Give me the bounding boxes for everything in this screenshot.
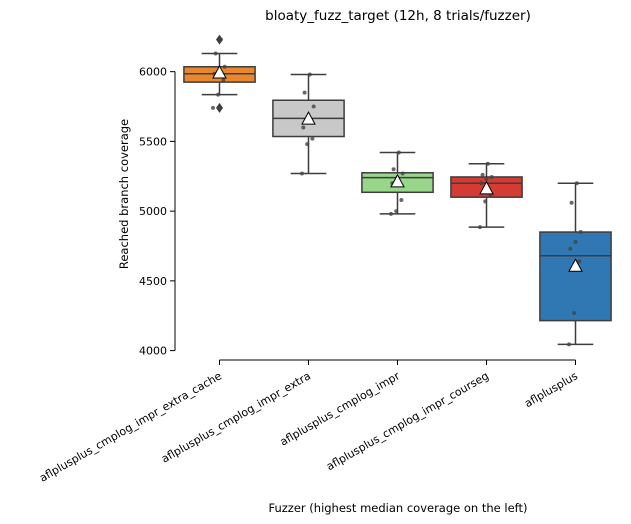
chart-title: bloaty_fuzz_target (12h, 8 trials/fuzzer… (265, 8, 531, 24)
iqr-box (539, 231, 612, 322)
y-axis: 4000 4500 5000 5500 6000 (139, 66, 176, 358)
trial-point (213, 51, 218, 56)
x-tick-label: aflplusplus_cmplog_impr_extra (159, 369, 313, 465)
trial-point (399, 197, 404, 202)
trial-point (485, 161, 490, 166)
trial-point (568, 246, 573, 251)
box-group (272, 72, 345, 176)
trial-point (396, 150, 401, 155)
box-group (183, 34, 256, 113)
trial-point (479, 181, 484, 186)
trial-point (483, 199, 488, 204)
x-axis: aflplusplus_cmplog_impr_extra_cacheaflpl… (37, 359, 580, 485)
trial-point (578, 230, 583, 235)
box-group (450, 161, 523, 230)
trial-point (567, 342, 571, 347)
x-axis-label: Fuzzer (highest median coverage on the l… (268, 501, 527, 515)
x-tick-label: aflplusplus (522, 369, 580, 410)
trial-point (478, 225, 482, 230)
y-tick-label: 6000 (139, 66, 167, 79)
trial-point (222, 64, 227, 69)
trial-point (300, 171, 304, 176)
x-tick-label: aflplusplus_cmplog_impr_extra_cache (37, 369, 224, 484)
trial-point (480, 172, 485, 177)
trial-point (389, 211, 393, 216)
outlier-marker (216, 102, 223, 113)
trial-point (484, 177, 489, 182)
trial-point (218, 37, 223, 42)
x-tick-label: aflplusplus_cmplog_impr_courseg (324, 369, 491, 473)
y-tick-label: 5500 (139, 135, 167, 148)
trial-point (301, 125, 306, 130)
trial-point (211, 105, 215, 110)
trial-point (488, 193, 493, 198)
y-tick-label: 4500 (139, 275, 167, 288)
trial-point (394, 209, 399, 214)
y-tick-label: 4000 (139, 345, 167, 358)
mean-marker (479, 180, 494, 195)
mean-marker (301, 111, 316, 125)
trial-point (311, 104, 316, 109)
mean-marker (568, 258, 583, 272)
mean-marker (390, 173, 405, 188)
trial-point (400, 171, 405, 176)
trial-point (569, 200, 574, 205)
y-tick-label: 5000 (139, 205, 167, 218)
trial-point (572, 310, 577, 315)
trial-point (310, 136, 315, 141)
trial-point (221, 78, 226, 83)
trial-point (391, 167, 396, 172)
y-axis-label: Reached branch coverage (117, 119, 131, 269)
trial-point (574, 181, 579, 186)
trial-point (573, 239, 578, 244)
box-group (539, 181, 612, 347)
box-series (183, 34, 612, 347)
trial-point (577, 259, 582, 264)
box-group (361, 150, 434, 216)
mean-marker (212, 65, 227, 79)
trial-point (489, 174, 494, 179)
trial-point (216, 92, 221, 97)
trial-point (302, 90, 307, 95)
trial-point (307, 72, 312, 77)
trial-point (305, 142, 310, 147)
